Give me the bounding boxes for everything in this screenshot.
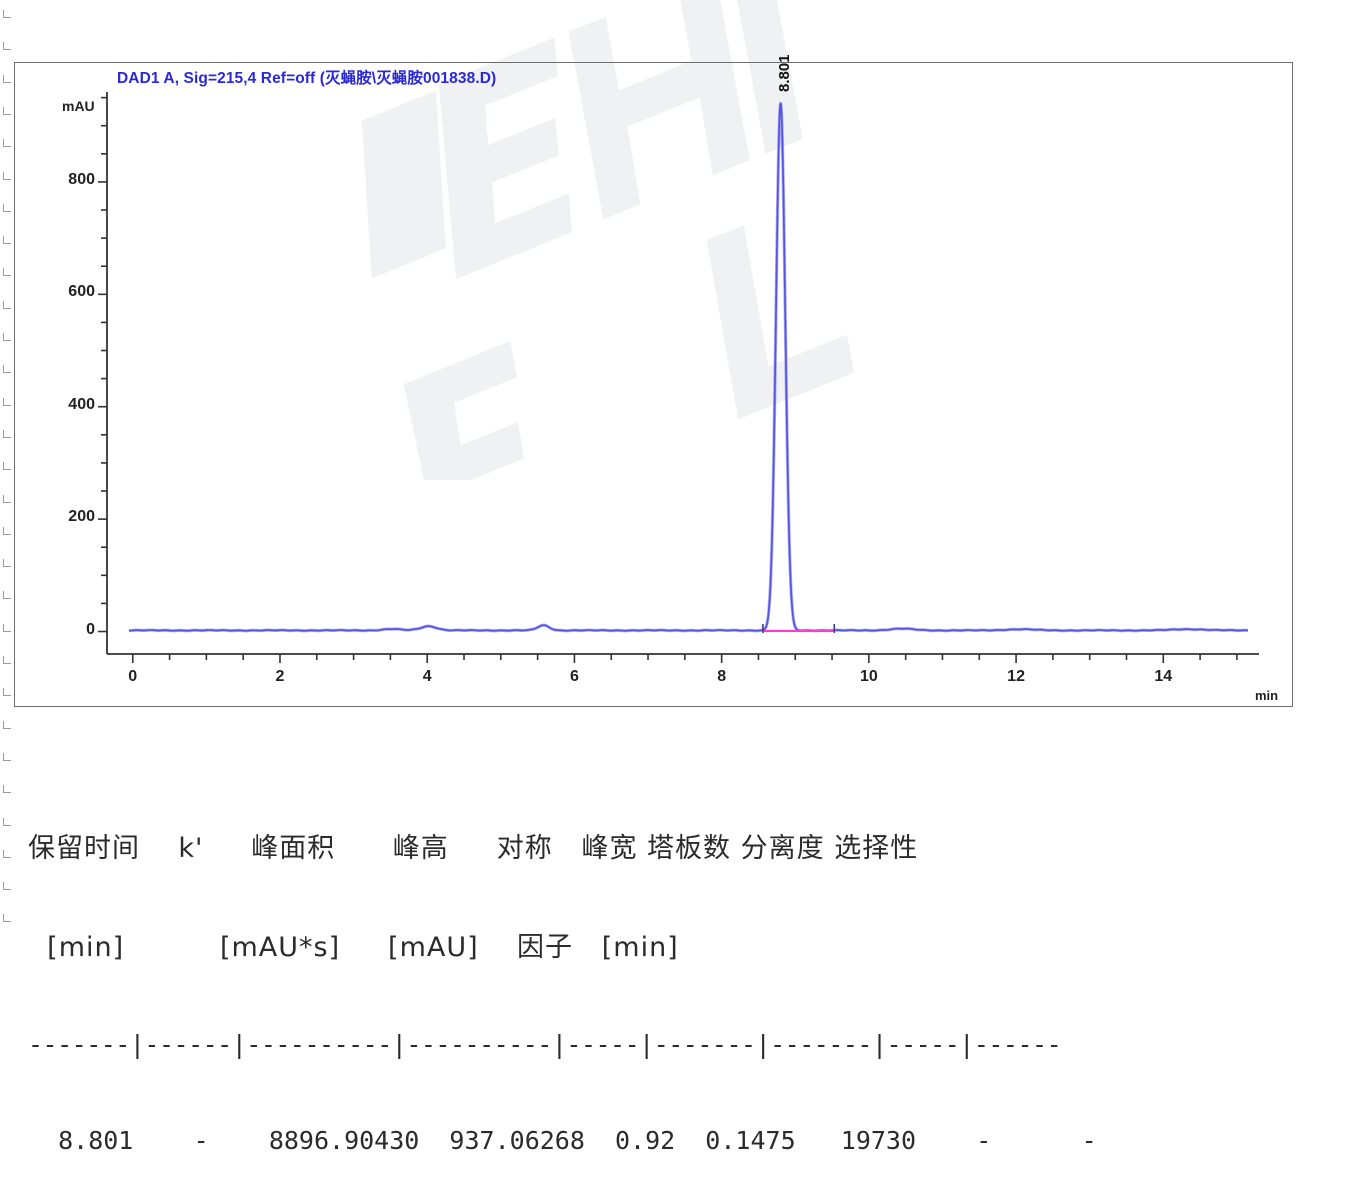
x-axis-unit-label: min: [1255, 688, 1279, 703]
page-edge-mark: [3, 526, 11, 535]
page-edge-mark: [3, 74, 11, 83]
page-edge-mark: [3, 10, 11, 18]
chromatogram-plot: [98, 92, 1259, 663]
page-edge-mark: [3, 268, 11, 277]
page-edge-mark: [3, 688, 11, 697]
page-edge-mark: [3, 300, 11, 309]
table-header-row-1: 保留时间 k' 峰面积 峰高 对称 峰宽 塔板数 分离度 选择性: [28, 833, 919, 864]
y-axis-unit-label: mAU: [62, 98, 95, 114]
page-edge-mark: [3, 171, 11, 180]
page-edge-mark: [3, 752, 11, 761]
x-axis-tick-label: 12: [1007, 668, 1025, 685]
page-edge-mark: [3, 817, 11, 826]
page-edge-mark: [3, 882, 11, 891]
x-axis-tick-label: 14: [1154, 668, 1173, 685]
page-edge-mark: [3, 139, 11, 148]
chromatogram-title: DAD1 A, Sig=215,4 Ref=off (灭蝇胺\灭蝇胺001838…: [117, 70, 497, 87]
table-header-row-2: [min] [mAU*s] [mAU] 因子 [min]: [28, 931, 679, 963]
x-axis-tick-label: 6: [569, 668, 579, 685]
page-edge-mark: [3, 106, 11, 115]
x-axis-tick-label: 10: [859, 668, 878, 685]
page-edge-mark: [3, 203, 11, 212]
page-edge-mark: [3, 720, 11, 729]
y-axis-tick-label: 400: [68, 395, 95, 413]
page-edge-mark: [3, 623, 11, 632]
page-edge-mark: [3, 365, 11, 374]
y-axis-tick-label: 600: [68, 283, 95, 301]
x-axis-tick-label: 0: [128, 668, 138, 685]
chromatogram-frame: [14, 62, 1293, 707]
page-edge-mark: [3, 429, 11, 438]
page-edge-mark: [3, 397, 11, 406]
page-edge-mark: [3, 559, 11, 568]
page-edge-mark: [3, 462, 11, 471]
y-axis-tick-label: 0: [86, 620, 95, 638]
page-edge-mark: [3, 236, 11, 245]
table-separator-row: -------|------|----------|----------|---…: [28, 1030, 1062, 1060]
page-edge-mark: [3, 849, 11, 858]
peak-results-table: 保留时间 k' 峰面积 峰高 对称 峰宽 塔板数 分离度 选择性 [min] […: [28, 768, 1328, 1189]
peak-retention-time-label: 8.801: [776, 54, 793, 92]
page-edge-mark: [3, 42, 11, 51]
y-axis-tick-label: 200: [68, 508, 95, 526]
page-edge-mark: [3, 914, 11, 923]
page-edge-mark: [3, 494, 11, 503]
x-axis-tick-label: 4: [422, 668, 432, 685]
page-edge-mark: [3, 785, 11, 794]
page-edge-mark: [3, 333, 11, 341]
page-edge-mark: [3, 591, 11, 600]
page-edge-mark: [3, 656, 11, 664]
y-axis-tick-label: 800: [68, 170, 95, 188]
x-axis-tick-label: 2: [275, 668, 285, 685]
x-axis-tick-label: 8: [717, 668, 727, 685]
table-row: 8.801 - 8896.90430 937.06268 0.92 0.1475…: [28, 1126, 1097, 1156]
